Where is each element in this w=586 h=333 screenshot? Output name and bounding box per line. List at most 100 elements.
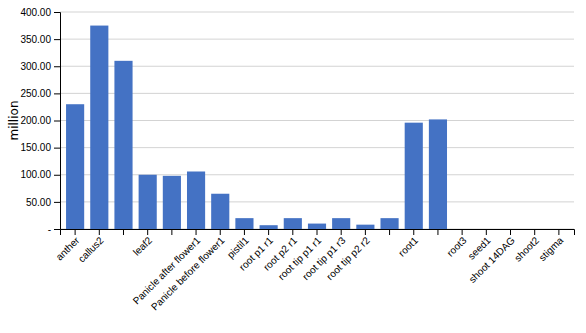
y-tick: 300.00 [20,61,60,72]
y-tick-label: - [48,224,51,235]
x-tick-mark [365,229,366,235]
y-tick-mark [54,175,60,176]
x-tick-label: Panicle before flower1 [149,234,227,312]
bar [284,218,302,229]
x-tick-mark [123,229,124,235]
x-tick: shoot 14DAG [467,229,517,285]
x-tick [389,229,390,235]
grid-line [60,39,574,40]
x-tick-label: root3 [445,234,469,258]
x-tick: root1 [396,229,420,259]
x-tick-mark [341,229,342,235]
x-tick-mark [147,229,148,235]
x-tick [437,229,438,235]
x-tick-mark [244,229,245,235]
x-tick: leaf2 [131,229,154,258]
y-tick-mark [54,202,60,203]
grid-line [60,174,574,175]
x-tick: root tip p2 r2 [324,229,372,282]
x-axis-line [61,230,575,236]
bar [477,229,495,230]
y-tick-label: 250.00 [20,88,51,99]
y-axis-line [54,13,61,230]
grid-line [60,12,574,13]
x-tick-mark [292,229,293,235]
x-tick-mark [462,229,463,235]
y-tick: - [48,224,60,235]
bar [429,119,447,229]
x-tick: callus2 [76,229,106,264]
bar [308,224,326,229]
x-tick-mark [317,229,318,235]
grid-line [60,147,574,148]
x-tick-mark [558,229,559,235]
grid-line [60,120,574,121]
x-tick-mark [220,229,221,235]
bar [501,229,519,230]
bar [405,123,423,229]
grid-line [60,66,574,67]
x-tick-mark [534,229,535,235]
y-tick: 350.00 [20,34,60,45]
bar [187,171,205,229]
y-tick-mark [54,39,60,40]
y-axis-title: million [7,101,21,141]
x-tick-label: callus2 [76,234,106,264]
x-tick-mark [437,229,438,235]
x-tick-label: stigma [537,234,566,263]
bar [139,175,157,229]
x-tick-mark [389,229,390,235]
y-tick-mark [54,66,60,67]
x-tick-mark [268,229,269,235]
bar [526,229,544,230]
grid-line [60,93,574,94]
grid [60,12,574,229]
x-tick [123,229,124,235]
x-axis: anthercallus2leaf2Panicle after flower1P… [54,229,575,312]
x-tick-mark [99,229,100,235]
chart: anthercallus2leaf2Panicle after flower1P… [0,0,586,333]
bar [114,61,132,229]
y-tick-label: 200.00 [20,115,51,126]
y-tick-label: 100.00 [20,169,51,180]
x-tick-mark [486,229,487,235]
bar [550,229,568,230]
bar [235,218,253,229]
y-tick-mark [54,12,60,13]
x-tick-mark [171,229,172,235]
bar [211,194,229,229]
plot: anthercallus2leaf2Panicle after flower1P… [20,7,574,313]
y-tick-label: 150.00 [20,142,51,153]
bar [356,225,374,229]
bar [163,176,181,229]
bar [260,225,278,229]
x-tick-mark [413,229,414,235]
x-tick: Panicle before flower1 [149,229,227,312]
bars [66,26,447,229]
x-tick-label: shoot 14DAG [467,235,517,285]
y-axis: - 50.00 100.00 150.00 200.00 250.00 300.00 350.… [20,7,60,235]
bar [453,229,471,230]
y-tick-label: 300.00 [20,61,51,72]
x-tick-label: root1 [396,234,420,258]
y-tick-mark [54,229,60,230]
bar [90,26,108,229]
bar [332,218,350,229]
x-tick: stigma [537,229,566,263]
y-tick-label: 350.00 [20,34,51,45]
x-tick-mark [196,229,197,235]
y-tick: 250.00 [20,88,60,99]
y-tick-mark [54,93,60,94]
y-tick: 150.00 [20,142,60,153]
x-tick [171,229,172,235]
y-tick-label: 400.00 [20,7,51,18]
bar [380,218,398,229]
x-tick: shoot2 [512,229,541,264]
grid-line [60,201,574,202]
x-tick-label: leaf2 [131,234,154,257]
x-tick-label: shoot2 [512,234,541,263]
x-tick-label: root tip p2 r2 [324,234,372,282]
y-tick: 400.00 [20,7,60,18]
y-tick: 100.00 [20,169,60,180]
y-tick-label: 50.00 [26,197,51,208]
